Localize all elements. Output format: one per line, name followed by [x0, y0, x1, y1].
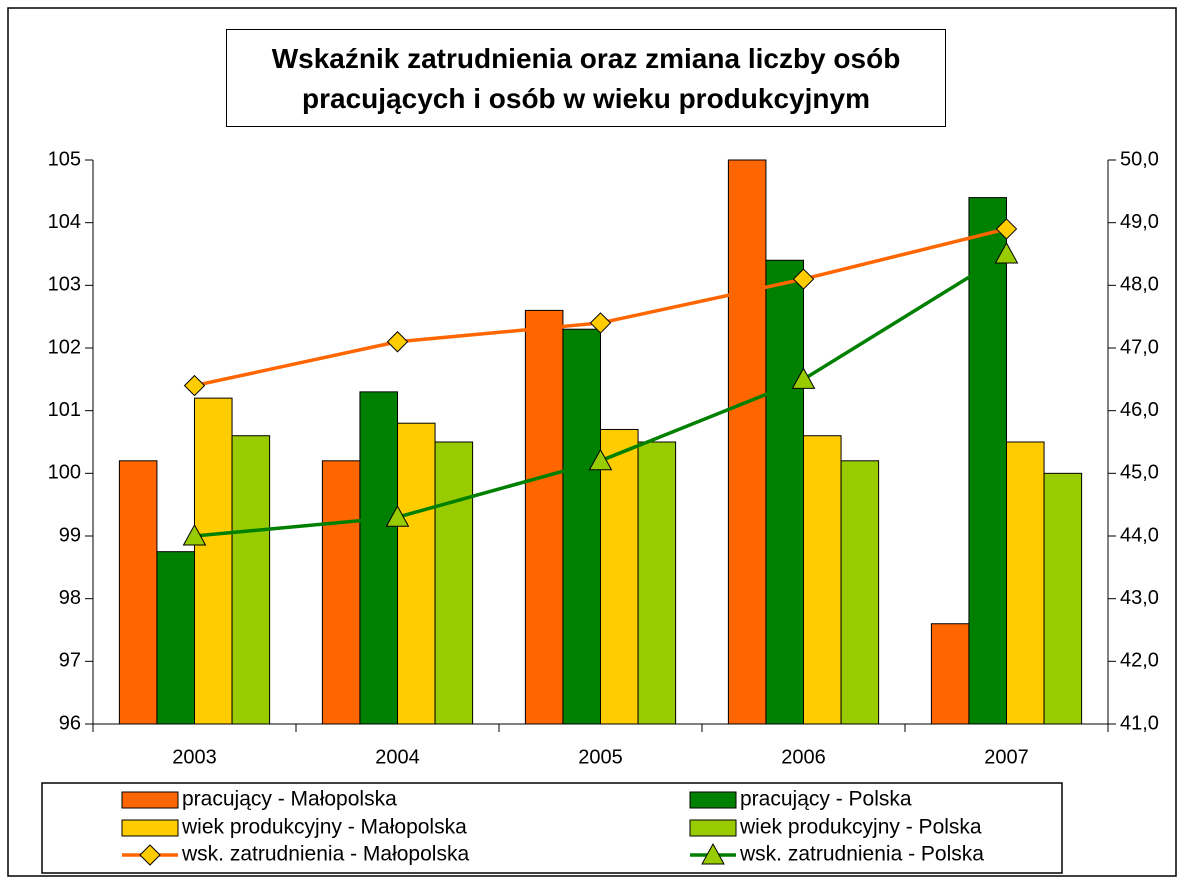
- marker: [183, 374, 206, 397]
- marker: [386, 331, 409, 353]
- bar: [118, 460, 158, 724]
- legend-swatch: [121, 791, 179, 809]
- bar: [1006, 441, 1045, 724]
- bar: [231, 435, 271, 724]
- bar: [765, 259, 805, 724]
- legend-label: pracujący - Małopolska: [182, 788, 397, 811]
- y-tick-label: 103: [48, 274, 81, 296]
- y-tick-label: 98: [59, 587, 81, 609]
- legend-swatch: [689, 819, 737, 837]
- legend-swatch: [121, 819, 179, 837]
- bar: [359, 391, 399, 724]
- y-tick-label: 100: [48, 462, 81, 484]
- bar: [968, 197, 1008, 724]
- marker: [385, 505, 410, 527]
- y-tick-label: 101: [48, 399, 81, 421]
- y-tick-label: 97: [59, 650, 81, 672]
- marker: [792, 268, 815, 290]
- y2-tick-label: 45,0: [1120, 462, 1159, 484]
- y-tick-label: 105: [48, 148, 81, 170]
- chart-title: Wskaźnik zatrudnienia oraz zmiana liczby…: [226, 29, 946, 127]
- bar: [600, 428, 639, 724]
- bar: [194, 397, 233, 724]
- bar: [1043, 472, 1083, 724]
- legend-swatch: [689, 791, 737, 809]
- bar: [524, 309, 564, 724]
- y-tick-label: 96: [59, 712, 81, 734]
- legend-label: pracujący - Polska: [740, 788, 912, 811]
- y2-tick-label: 42,0: [1120, 650, 1159, 672]
- marker: [589, 312, 612, 334]
- marker: [791, 367, 816, 389]
- y-tick-label: 104: [48, 211, 81, 233]
- bar: [434, 441, 474, 724]
- x-tick-label: 2003: [172, 746, 217, 768]
- marker: [701, 842, 725, 865]
- y2-tick-label: 44,0: [1120, 524, 1159, 546]
- x-tick-label: 2006: [781, 746, 826, 768]
- x-tick-label: 2004: [375, 746, 420, 768]
- y-tick-label: 99: [59, 524, 81, 546]
- x-tick-label: 2007: [984, 746, 1029, 768]
- y2-tick-label: 41,0: [1120, 712, 1159, 734]
- bar: [803, 435, 842, 724]
- y2-tick-label: 46,0: [1120, 399, 1159, 421]
- bar: [562, 328, 602, 724]
- legend-label: wsk. zatrudnienia - Polska: [739, 843, 984, 866]
- plot-bars: [118, 159, 1083, 724]
- bar: [727, 159, 767, 724]
- marker: [182, 523, 207, 546]
- bar: [637, 441, 677, 724]
- marker: [994, 241, 1019, 264]
- legend-label: wiek produkcyjny - Małopolska: [181, 816, 467, 839]
- y2-tick-label: 48,0: [1120, 274, 1159, 296]
- y-tick-label: 102: [48, 336, 81, 358]
- marker: [139, 844, 161, 866]
- x-tick-label: 2005: [578, 746, 623, 768]
- legend-label: wsk. zatrudnienia - Małopolska: [181, 843, 469, 866]
- marker: [588, 448, 613, 471]
- y2-tick-label: 47,0: [1120, 336, 1159, 358]
- bar: [156, 551, 196, 724]
- bar: [397, 422, 436, 724]
- y2-tick-label: 49,0: [1120, 211, 1159, 233]
- bar: [840, 460, 880, 724]
- bar: [930, 623, 970, 724]
- y2-tick-label: 43,0: [1120, 587, 1159, 609]
- legend-label: wiek produkcyjny - Polska: [739, 816, 982, 839]
- bar: [321, 460, 361, 724]
- y2-tick-label: 50,0: [1120, 148, 1159, 170]
- marker: [995, 218, 1018, 240]
- legend-box: [41, 782, 1063, 874]
